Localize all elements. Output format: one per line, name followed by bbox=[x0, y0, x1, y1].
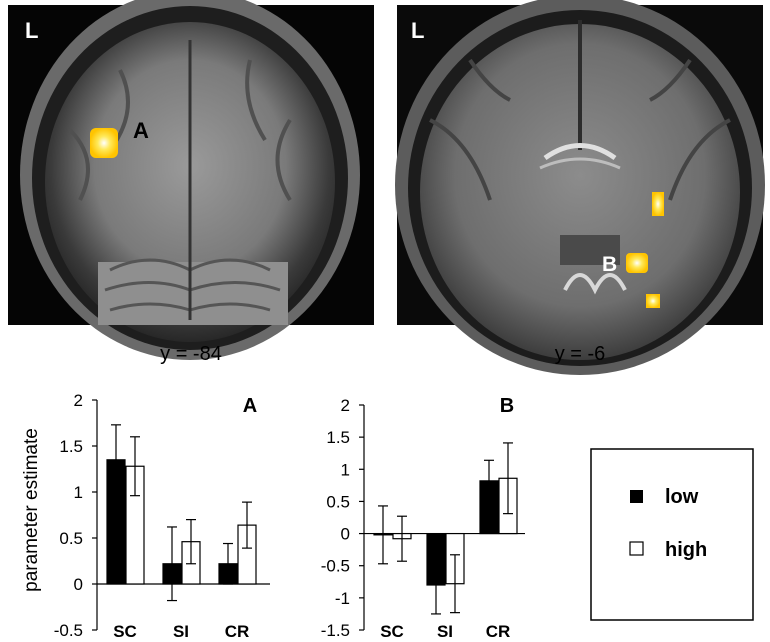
category-label: SI bbox=[173, 622, 189, 641]
y-tick-label: 2 bbox=[74, 391, 83, 410]
activation-blob-lower bbox=[646, 294, 660, 308]
legend-label-low: low bbox=[665, 486, 699, 508]
y-tick-label: 0 bbox=[341, 525, 350, 544]
y-tick-label: 2 bbox=[341, 396, 350, 415]
legend-label-high: high bbox=[665, 539, 707, 561]
y-tick-label: 0.5 bbox=[59, 529, 83, 548]
bar-chart-b: B -1.5 -1 -0.5 0 0.5 1 1.5 2 SC SI CR bbox=[321, 395, 525, 641]
chart-b-panel-label: B bbox=[500, 395, 514, 417]
mri-panel-right: L B bbox=[395, 0, 765, 375]
left-corner-label: L bbox=[25, 18, 38, 43]
y-tick-label: -0.5 bbox=[321, 557, 350, 576]
y-tick-label: 1.5 bbox=[59, 437, 83, 456]
y-tick-label: 1 bbox=[74, 483, 83, 502]
y-tick-label: 1.5 bbox=[326, 428, 350, 447]
activation-blob-b bbox=[626, 253, 648, 273]
right-corner-label: L bbox=[411, 18, 424, 43]
y-tick-label: -1.5 bbox=[321, 621, 350, 640]
marker-label-a: A bbox=[133, 118, 149, 143]
category-label: SC bbox=[113, 622, 137, 641]
category-label: CR bbox=[225, 622, 250, 641]
y-tick-label: 0 bbox=[74, 575, 83, 594]
bar-chart-a: parameter estimate A -0.5 0 0.5 1 1.5 2 SC SI CR bbox=[21, 391, 270, 641]
y-tick-label: 1 bbox=[341, 460, 350, 479]
mri-panel-left: L A bbox=[8, 0, 374, 360]
marker-label-b: B bbox=[602, 253, 617, 276]
legend-swatch-high bbox=[629, 541, 644, 556]
legend-swatch-low bbox=[630, 490, 643, 503]
category-label: SC bbox=[380, 622, 404, 641]
right-slice-caption: y = -6 bbox=[555, 343, 606, 365]
y-axis-label: parameter estimate bbox=[21, 428, 42, 592]
activation-blob-a bbox=[90, 128, 118, 158]
category-label: SI bbox=[437, 622, 453, 641]
chart-a-panel-label: A bbox=[243, 395, 257, 417]
legend-box bbox=[590, 448, 754, 621]
activation-blob-upper bbox=[652, 192, 664, 216]
y-tick-label: -1 bbox=[335, 589, 350, 608]
left-slice-caption: y = -84 bbox=[160, 343, 222, 365]
y-tick-label: -0.5 bbox=[54, 621, 83, 640]
category-label: CR bbox=[486, 622, 511, 641]
y-tick-label: 0.5 bbox=[326, 492, 350, 511]
legend: low high bbox=[590, 448, 754, 621]
